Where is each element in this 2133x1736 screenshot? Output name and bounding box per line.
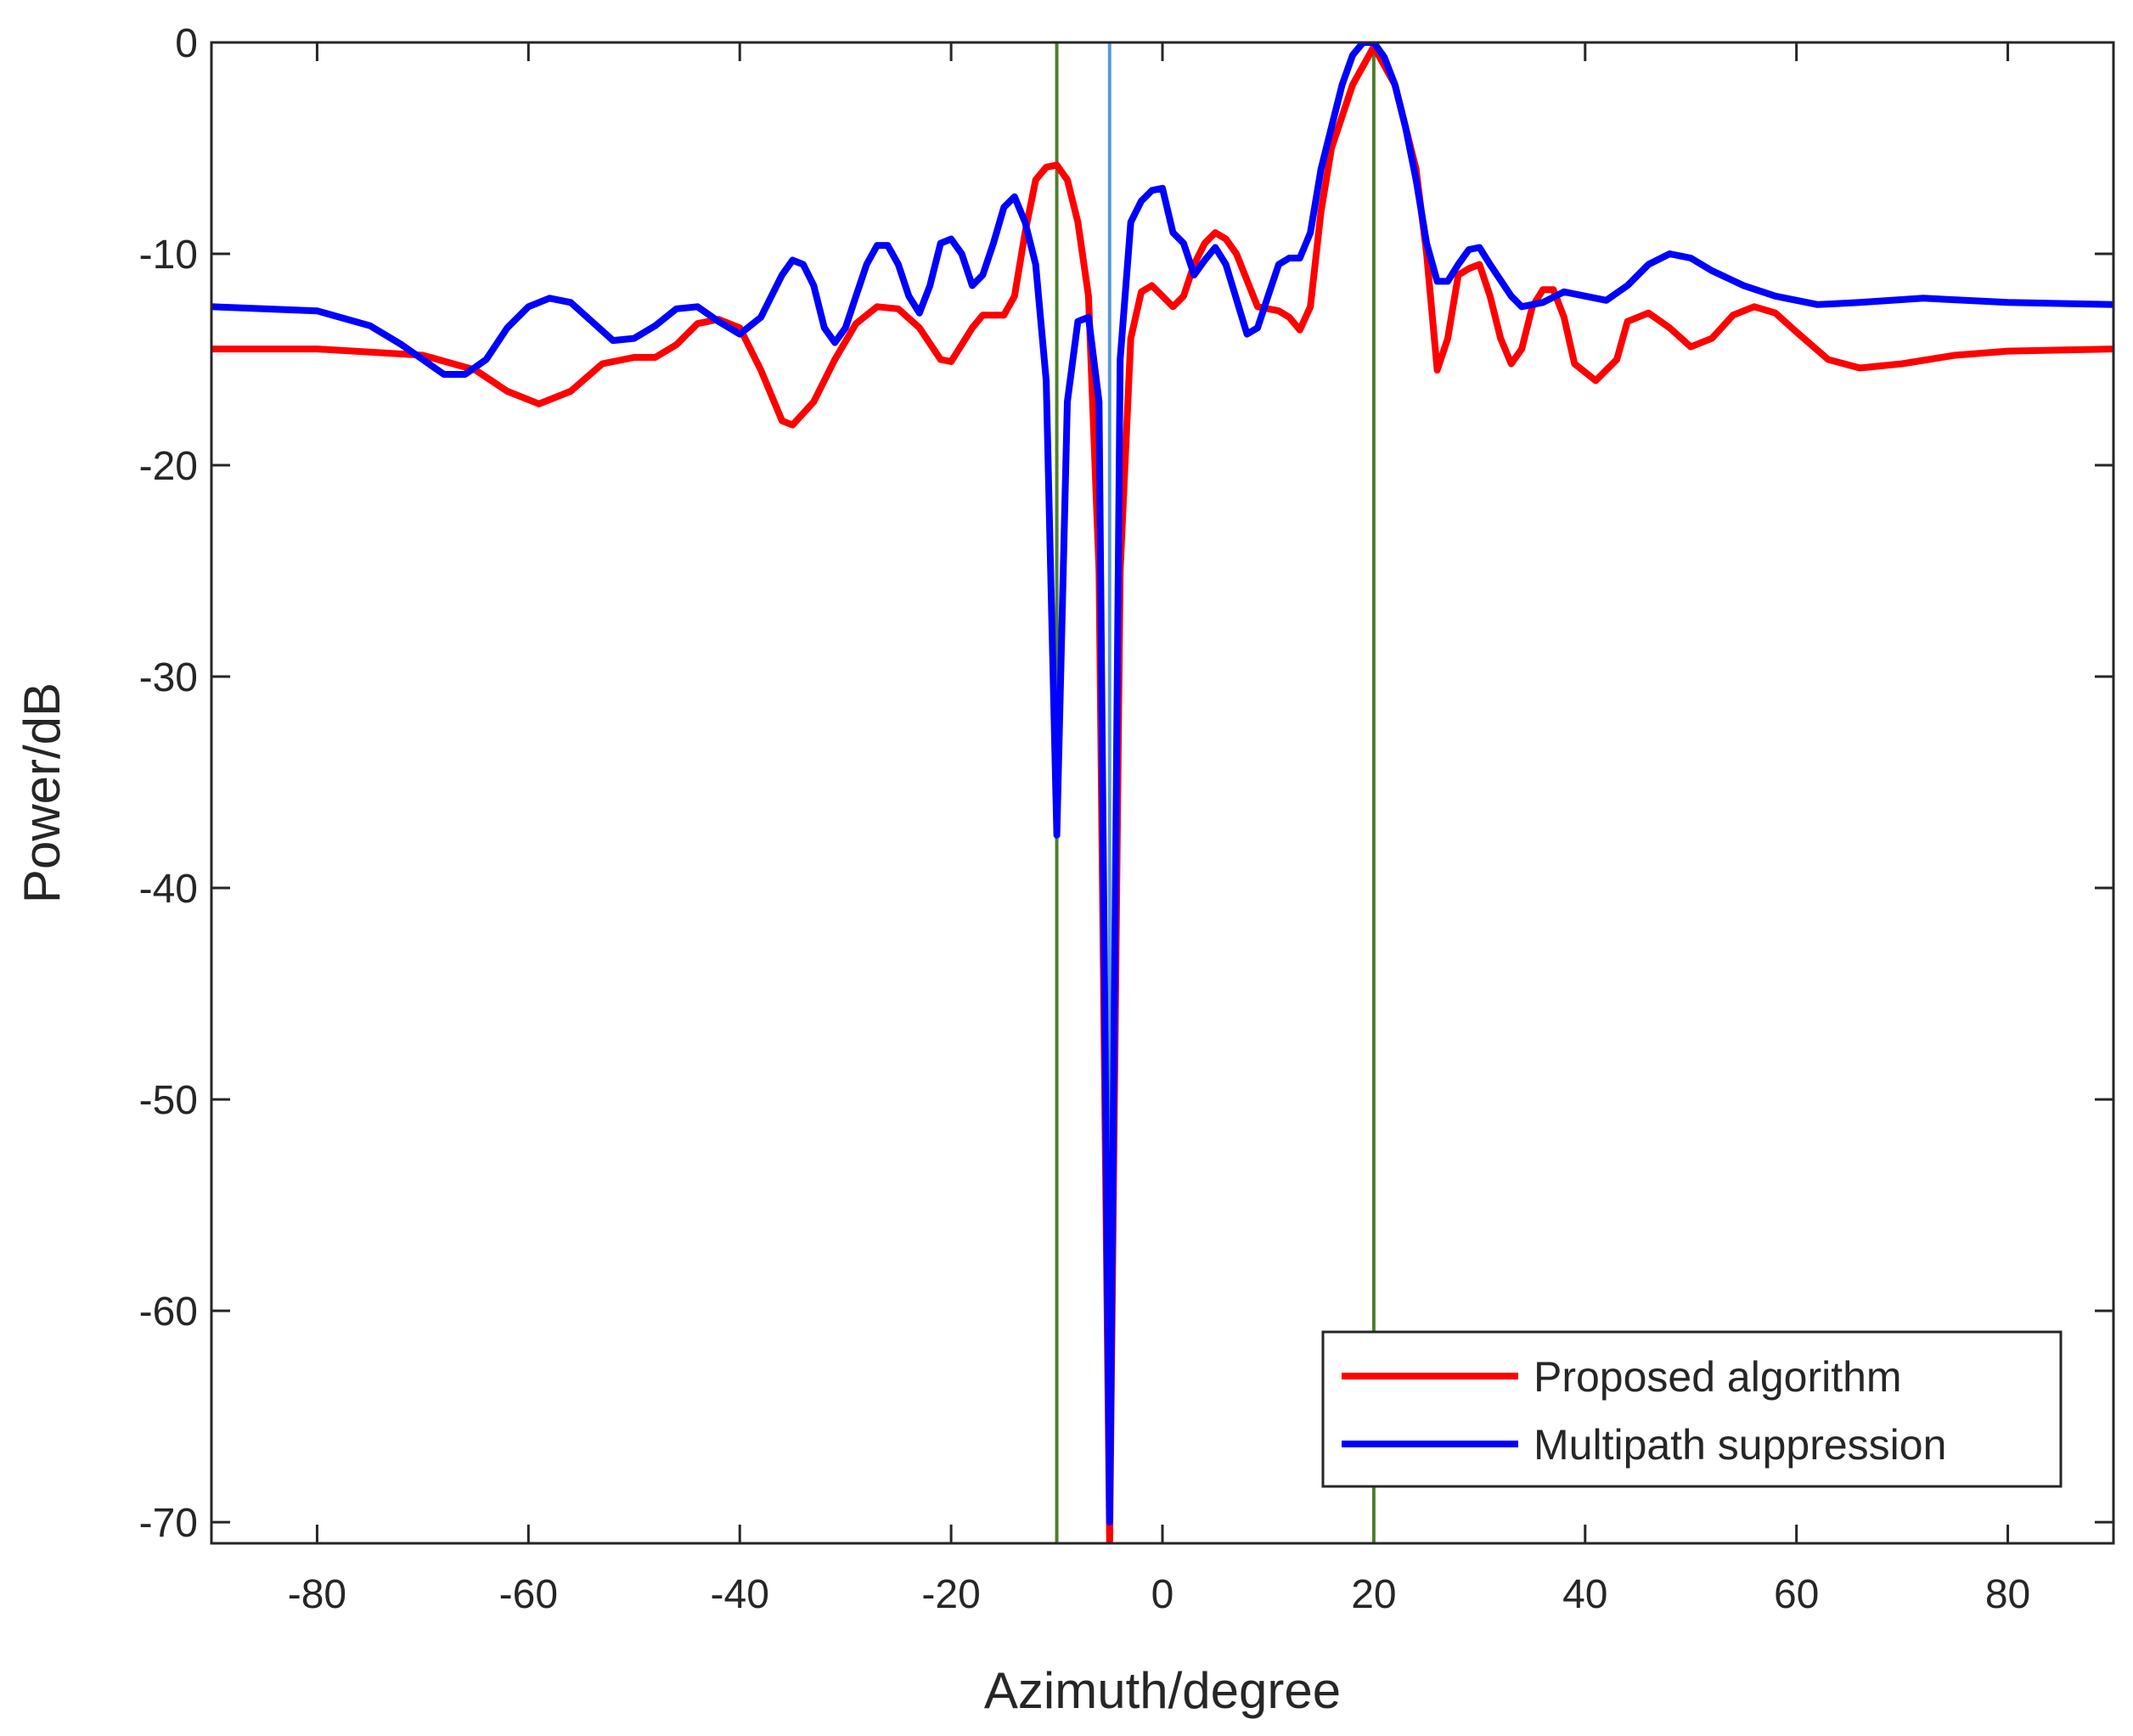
x-axis-label: Azimuth/degree <box>984 1662 1341 1719</box>
x-tick-label: -80 <box>288 1572 346 1617</box>
x-tick-label: -20 <box>921 1572 980 1617</box>
legend-box <box>1321 1330 2063 1488</box>
y-tick-label: -20 <box>139 444 198 489</box>
x-tick-label: -60 <box>499 1572 558 1617</box>
x-tick-label: 20 <box>1351 1572 1396 1617</box>
y-tick-label: -40 <box>139 867 198 912</box>
y-tick-label: -70 <box>139 1501 198 1546</box>
y-axis-label: Power/dB <box>14 683 70 903</box>
legend-label: Proposed algorithm <box>1534 1353 1902 1401</box>
y-tick-label: -50 <box>139 1078 198 1123</box>
y-tick-label: -30 <box>139 655 198 700</box>
series-line <box>211 42 2113 1526</box>
axes-box <box>210 41 2115 1545</box>
y-tick-label: -60 <box>139 1289 198 1334</box>
x-tick-label: 40 <box>1562 1572 1607 1617</box>
y-tick-label: 0 <box>175 21 198 66</box>
x-tick-label: 0 <box>1151 1572 1174 1617</box>
series-line <box>211 43 2113 1543</box>
x-tick-label: -40 <box>711 1572 769 1617</box>
x-tick-label: 80 <box>1985 1572 2030 1617</box>
x-tick-label: 60 <box>1774 1572 1819 1617</box>
legend-label: Multipath suppression <box>1534 1421 1946 1469</box>
y-tick-label: -10 <box>139 233 198 278</box>
